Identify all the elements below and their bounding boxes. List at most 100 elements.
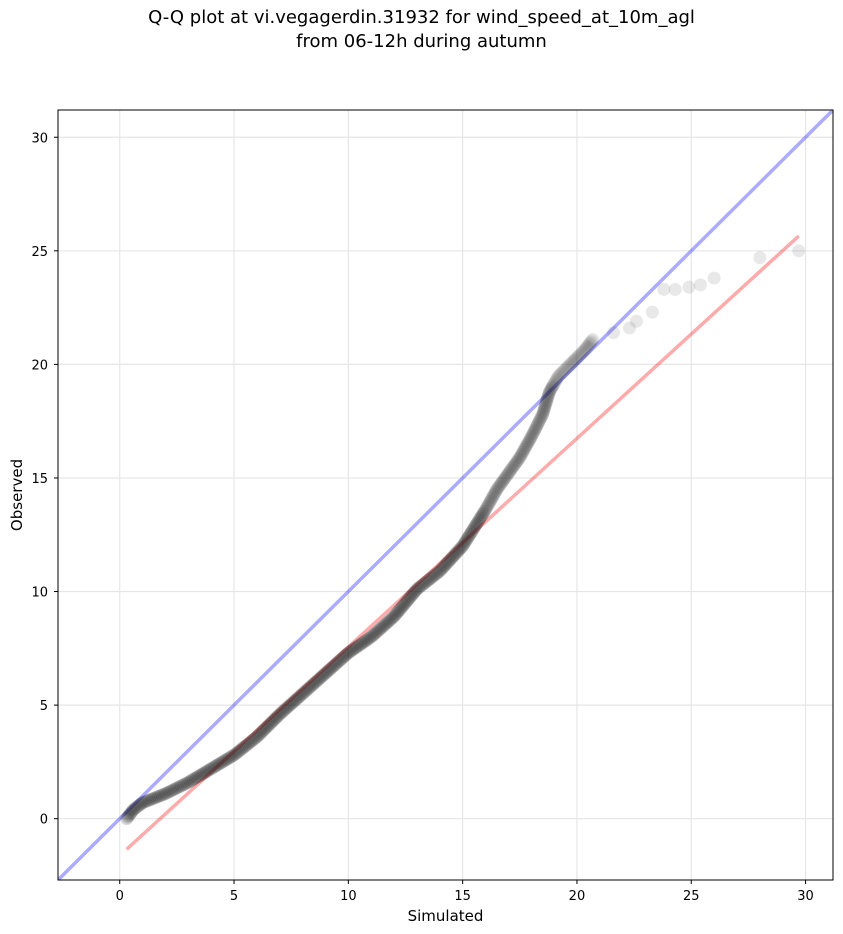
qq-point [239,738,253,752]
qq-point [250,730,264,744]
qq-point [150,790,164,804]
qq-point [136,796,150,810]
qq-point [191,769,205,783]
qq-point [283,698,297,712]
qq-point [480,499,494,513]
qq-point [393,602,407,616]
y-tick-label: 0 [40,813,48,828]
qq-point [307,677,321,691]
qq-point [753,251,767,265]
qq-point [536,406,550,420]
qq-point [125,804,139,818]
qq-point [544,381,558,395]
qq-point [301,682,315,696]
qq-point [364,630,378,644]
qq-point [186,772,200,786]
qq-point [556,364,570,378]
qq-point [232,744,246,758]
qq-point [543,383,557,397]
qq-point [129,800,143,814]
qq-point [297,685,311,699]
qq-point [543,385,557,399]
qq-point [280,701,294,715]
qq-point [537,402,551,416]
qq-point [516,445,530,459]
qq-point [427,569,441,583]
qq-point [442,554,456,568]
qq-point [241,737,255,751]
qq-point [171,781,185,795]
qq-point [346,643,360,657]
y-tick-label: 5 [40,699,48,714]
qq-point [206,761,220,775]
qq-point [579,341,593,355]
x-tick-label: 15 [454,889,471,904]
qq-point [477,504,491,518]
qq-point [361,632,375,646]
qq-point [547,377,561,391]
qq-point [792,244,806,258]
qq-point [357,635,371,649]
qq-point [517,444,531,458]
qq-point [466,523,480,537]
qq-point [454,540,468,554]
qq-point [141,794,155,808]
qq-point [347,642,361,656]
qq-point [493,478,507,492]
qq-point [122,809,136,823]
qq-point [134,797,148,811]
qq-point [209,759,223,773]
qq-point [198,766,212,780]
qq-point [164,784,178,798]
qq-point [371,624,385,638]
qq-point [530,420,544,434]
qq-point [519,439,533,453]
qq-point [430,567,444,581]
qq-point [270,710,284,724]
qq-point [336,651,350,665]
qq-point [668,282,682,296]
qq-point [173,780,187,794]
qq-point [227,748,241,762]
qq-point [524,430,538,444]
qq-point [158,787,172,801]
x-tick-label: 25 [683,889,700,904]
x-tick-label: 20 [569,889,586,904]
qq-point [449,546,463,560]
qq-point [445,550,459,564]
qq-point [219,753,233,767]
qq-point [577,344,591,358]
qq-point [397,598,411,612]
qq-point [194,768,208,782]
qq-point [538,399,552,413]
qq-point [124,806,138,820]
qq-point [539,397,553,411]
qq-point [570,351,584,365]
qq-point [303,680,317,694]
qq-point [271,709,285,723]
qq-point [392,604,406,618]
qq-point [578,342,592,356]
qq-point [574,346,588,360]
qq-point [245,734,259,748]
qq-point [380,616,394,630]
qq-point [529,421,543,435]
qq-point [563,357,577,371]
qq-point [545,380,559,394]
qq-point [253,727,267,741]
qq-point [541,390,555,404]
qq-point [506,460,520,474]
qq-point [536,407,550,421]
grid [58,110,833,880]
qq-point [389,607,403,621]
qq-point [334,652,348,666]
qq-point [559,362,573,376]
qq-point [416,577,430,591]
qq-point [121,810,135,824]
qq-point [355,636,369,650]
x-tick-label: 30 [797,889,814,904]
qq-point [473,511,487,525]
qq-point [354,637,368,651]
qq-point [405,588,419,602]
